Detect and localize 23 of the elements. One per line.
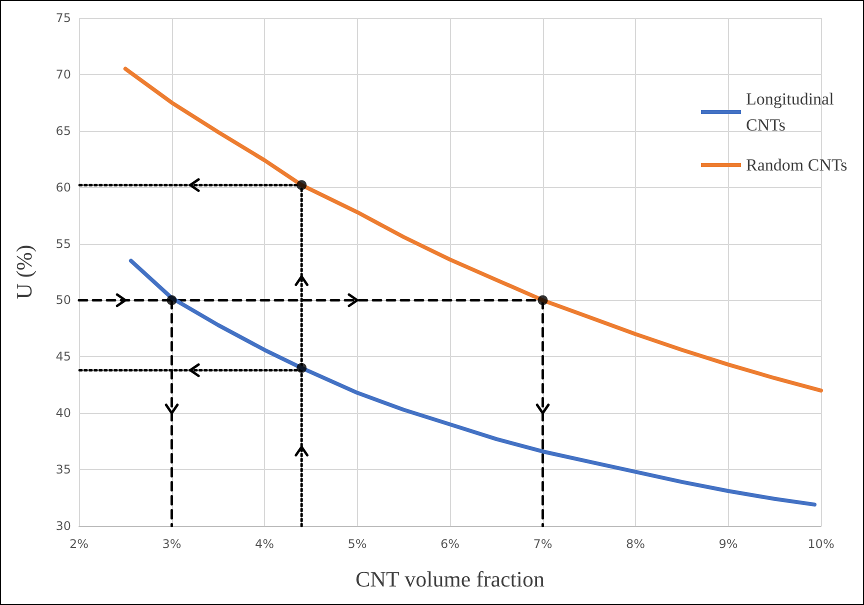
- x-tick-label: 2%: [69, 537, 89, 551]
- y-tick-label: 40: [56, 406, 71, 420]
- x-tick-label: 3%: [162, 537, 182, 551]
- y-tick-label: 35: [56, 462, 71, 477]
- x-tick-label: 8%: [626, 537, 646, 551]
- x-tick-label: 9%: [718, 537, 738, 551]
- x-tick-label: 5%: [348, 537, 367, 551]
- y-tick-label: 45: [56, 350, 71, 364]
- legend-label: Longitudinal CNTs: [746, 90, 838, 134]
- y-tick-label: 60: [56, 180, 71, 194]
- y-tick-label: 70: [56, 67, 71, 82]
- legend-label: Random CNTs: [746, 156, 848, 174]
- y-tick-label: 55: [56, 236, 71, 251]
- y-tick-label: 50: [56, 293, 71, 308]
- y-axis-title: U (%): [12, 244, 36, 300]
- y-tick-label: 65: [56, 124, 71, 138]
- y-tick-label: 75: [56, 11, 71, 25]
- x-tick-label: 10%: [808, 537, 834, 551]
- x-tick-label: 7%: [533, 537, 552, 551]
- x-axis-title: CNT volume fraction: [356, 566, 544, 592]
- y-tick-label: 30: [56, 519, 71, 533]
- x-tick-label: 4%: [254, 537, 274, 551]
- x-tick-label: 6%: [440, 537, 460, 551]
